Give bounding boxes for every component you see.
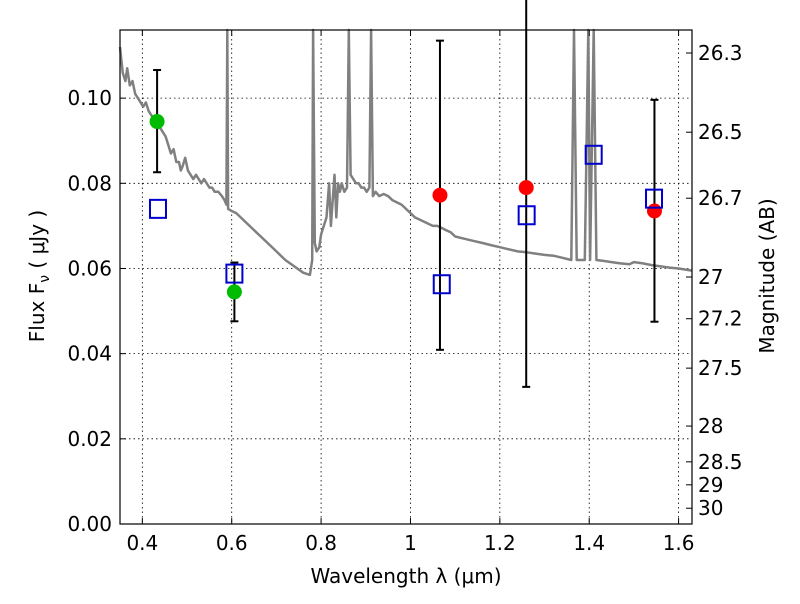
- model-flux-box: [432, 274, 451, 295]
- y-axis-label-right: Magnitude (AB): [755, 198, 779, 353]
- x-tick-label: 1.2: [484, 531, 516, 555]
- y-tick-label: 0.08: [67, 171, 112, 195]
- mag-tick-label: 27.5: [698, 356, 743, 380]
- x-tick-label: 0.8: [305, 531, 337, 555]
- mag-tick-label: 26.3: [698, 41, 743, 65]
- mag-tick-label: 27.2: [698, 307, 743, 331]
- flux-marker: [518, 180, 534, 196]
- marker-layer: [149, 114, 662, 300]
- plot-frame: [119, 29, 693, 525]
- box-layer: [148, 144, 664, 295]
- x-axis-label: Wavelength λ (μm): [310, 564, 501, 588]
- tick-layer: 0.4 0.6 0.8 1 1.2 1.4 1.6 0.00 0.02 0.04 0.06 0.08 0…: [67, 30, 743, 555]
- mag-tick-label: 28: [698, 414, 723, 438]
- flux-marker: [646, 203, 662, 219]
- flux-marker: [149, 114, 165, 130]
- x-tick-label: 0.4: [126, 531, 158, 555]
- template-spectrum-line: [118, 28, 693, 277]
- y-tick-label: 0.10: [67, 86, 112, 110]
- y-tick-label: 0.04: [67, 342, 112, 366]
- mag-tick-label: 26.7: [698, 186, 743, 210]
- y-tick-label: 0.06: [67, 256, 112, 280]
- x-tick-label: 1.6: [663, 531, 695, 555]
- y-axis-label-left: Flux Fν ( μJy ): [25, 210, 53, 342]
- mag-tick-label: 26.5: [698, 120, 743, 144]
- x-tick-label: 0.6: [216, 531, 248, 555]
- model-flux-box: [584, 144, 603, 165]
- y-tick-label: 0.02: [67, 427, 112, 451]
- spectrum-layer: [118, 28, 693, 277]
- mag-tick-label: 30: [698, 496, 723, 520]
- model-flux-box: [225, 263, 244, 284]
- grid: [120, 30, 692, 524]
- y-axis-label-flux: Flux F: [25, 283, 49, 342]
- mag-tick-label: 27: [698, 265, 723, 289]
- x-tick-label: 1.4: [573, 531, 605, 555]
- y-axis-label-subscript: ν: [37, 275, 53, 283]
- model-flux-box: [645, 188, 664, 209]
- model-flux-box: [517, 205, 536, 226]
- mag-tick-label: 28.5: [698, 450, 743, 474]
- flux-marker: [432, 187, 448, 203]
- mag-tick-label: 29: [698, 473, 723, 497]
- x-tick-label: 1: [404, 531, 417, 555]
- flux-marker: [226, 284, 242, 300]
- model-flux-box: [148, 198, 167, 219]
- y-axis-label-units: ( μJy ): [25, 210, 49, 275]
- y-tick-label: 0.00: [67, 512, 112, 536]
